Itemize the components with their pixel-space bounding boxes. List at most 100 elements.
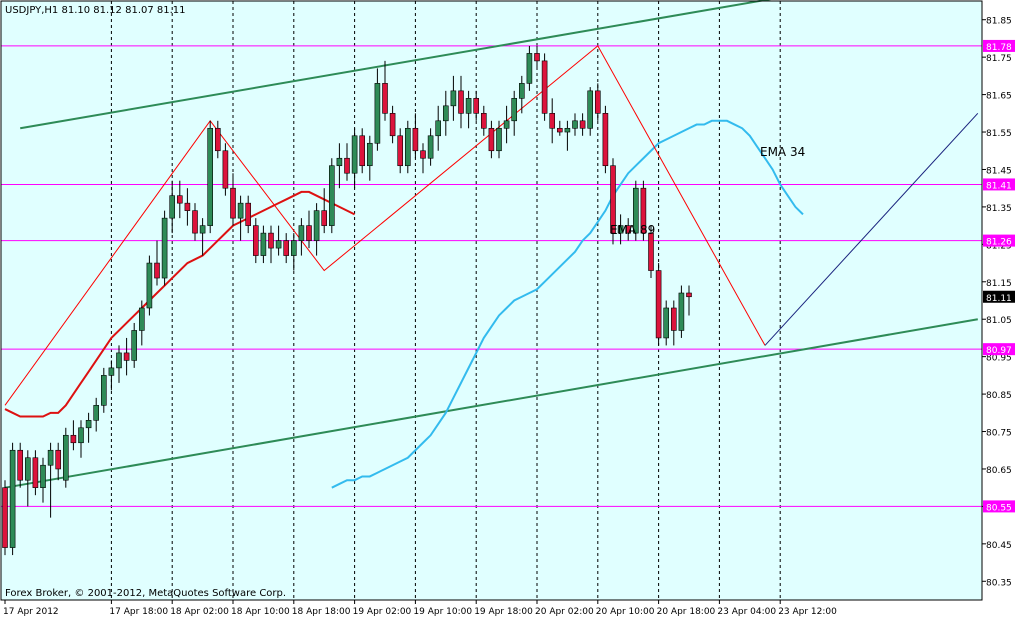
candle-body [382, 83, 388, 114]
candle-body [473, 98, 480, 114]
candle [298, 218, 305, 256]
channel-lines [4, 0, 978, 489]
x-tick-label: 20 Apr 18:00 [657, 607, 716, 617]
candle-body [480, 113, 487, 129]
candle-body [283, 240, 290, 256]
candle-body [549, 113, 556, 129]
x-tick-label: 19 Apr 18:00 [474, 607, 533, 617]
trend-line [764, 112, 979, 346]
candle [572, 113, 578, 136]
level-tag-bg [983, 234, 1015, 247]
candle-body [655, 270, 662, 339]
candle [397, 128, 404, 174]
level-tag-bg [983, 500, 1015, 513]
candle-body [336, 157, 343, 167]
channel-line [4, 318, 978, 489]
candle [435, 105, 442, 151]
candle-body [2, 487, 8, 548]
candle-body [93, 405, 99, 421]
candle-body [184, 202, 191, 211]
candle-body [253, 225, 259, 256]
zigzag-line [4, 45, 766, 406]
y-tick-label: 81.05 [986, 316, 1012, 326]
candle [503, 105, 510, 144]
y-tick-label: 81.85 [986, 17, 1012, 27]
candle [382, 60, 388, 121]
channel-line [20, 0, 772, 130]
candle-body [572, 120, 578, 129]
y-tick-label: 81.55 [986, 129, 1012, 139]
candle-body [9, 449, 16, 548]
candle-body [564, 127, 571, 133]
candle [70, 420, 77, 451]
candle [678, 285, 685, 338]
grid-lines [110, 1, 781, 600]
candle-body [351, 135, 358, 174]
candle-body [313, 210, 320, 241]
candle [412, 113, 419, 159]
x-tick-label: 23 Apr 12:00 [778, 607, 837, 617]
candle [260, 225, 267, 264]
candle [78, 420, 84, 458]
candle [62, 427, 69, 488]
candle [579, 113, 586, 136]
candle-body [40, 464, 46, 488]
candle [465, 90, 472, 129]
candle-body [177, 195, 183, 204]
candle-body [192, 210, 198, 234]
x-tick-label: 20 Apr 02:00 [535, 607, 594, 617]
candle [321, 188, 328, 234]
candle-body [17, 449, 24, 481]
x-tick-label: 18 Apr 10:00 [231, 607, 290, 617]
candle [404, 120, 411, 174]
candle [610, 158, 616, 245]
x-tick-label: 19 Apr 02:00 [353, 607, 412, 617]
candle-body [412, 127, 419, 152]
candle-body [579, 120, 586, 129]
candle [192, 203, 198, 241]
candle-body [298, 225, 305, 241]
candle-body [131, 330, 137, 361]
candle [556, 120, 563, 136]
candle [237, 195, 244, 241]
candle [199, 218, 206, 256]
candle [283, 233, 290, 264]
candle [648, 225, 654, 279]
candle [222, 143, 229, 196]
candle-body [123, 352, 130, 361]
level-tag-label: 81.78 [986, 43, 1012, 53]
x-tick-label: 19 Apr 10:00 [413, 607, 472, 617]
candle [359, 128, 366, 174]
level-tag-bg [983, 178, 1015, 191]
candle-body [556, 127, 563, 133]
chart-header: USDJPY,H1 81.10 81.12 81.07 81.11 [5, 5, 186, 16]
y-tick-label: 80.65 [986, 466, 1012, 476]
candle [686, 285, 692, 316]
candle [85, 412, 92, 443]
candle-body [268, 232, 274, 249]
candle [549, 98, 556, 144]
candle-body [617, 225, 624, 234]
candle [55, 442, 62, 481]
candle-body [199, 225, 206, 234]
candle-body [207, 127, 213, 226]
candle [116, 345, 122, 383]
candle-body [245, 202, 251, 226]
candle [139, 300, 145, 346]
candle [663, 300, 670, 346]
candle-body [70, 434, 77, 444]
y-tick-label: 81.65 [986, 92, 1012, 102]
candle-body [594, 90, 601, 114]
candle-body [47, 449, 54, 466]
level-tag-label: 81.26 [986, 238, 1012, 248]
candle-body [648, 232, 654, 271]
candle-body [442, 105, 449, 122]
plot-area[interactable] [1, 1, 982, 600]
candles [2, 45, 692, 556]
current-price-tag-label: 81.11 [986, 294, 1012, 304]
candle-body [458, 90, 464, 114]
candle [655, 263, 662, 346]
candle-body [541, 60, 548, 114]
candle-body [101, 375, 107, 406]
